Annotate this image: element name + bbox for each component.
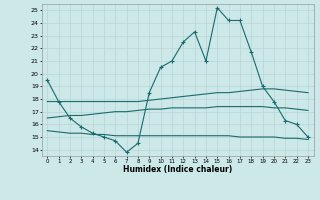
X-axis label: Humidex (Indice chaleur): Humidex (Indice chaleur) xyxy=(123,165,232,174)
